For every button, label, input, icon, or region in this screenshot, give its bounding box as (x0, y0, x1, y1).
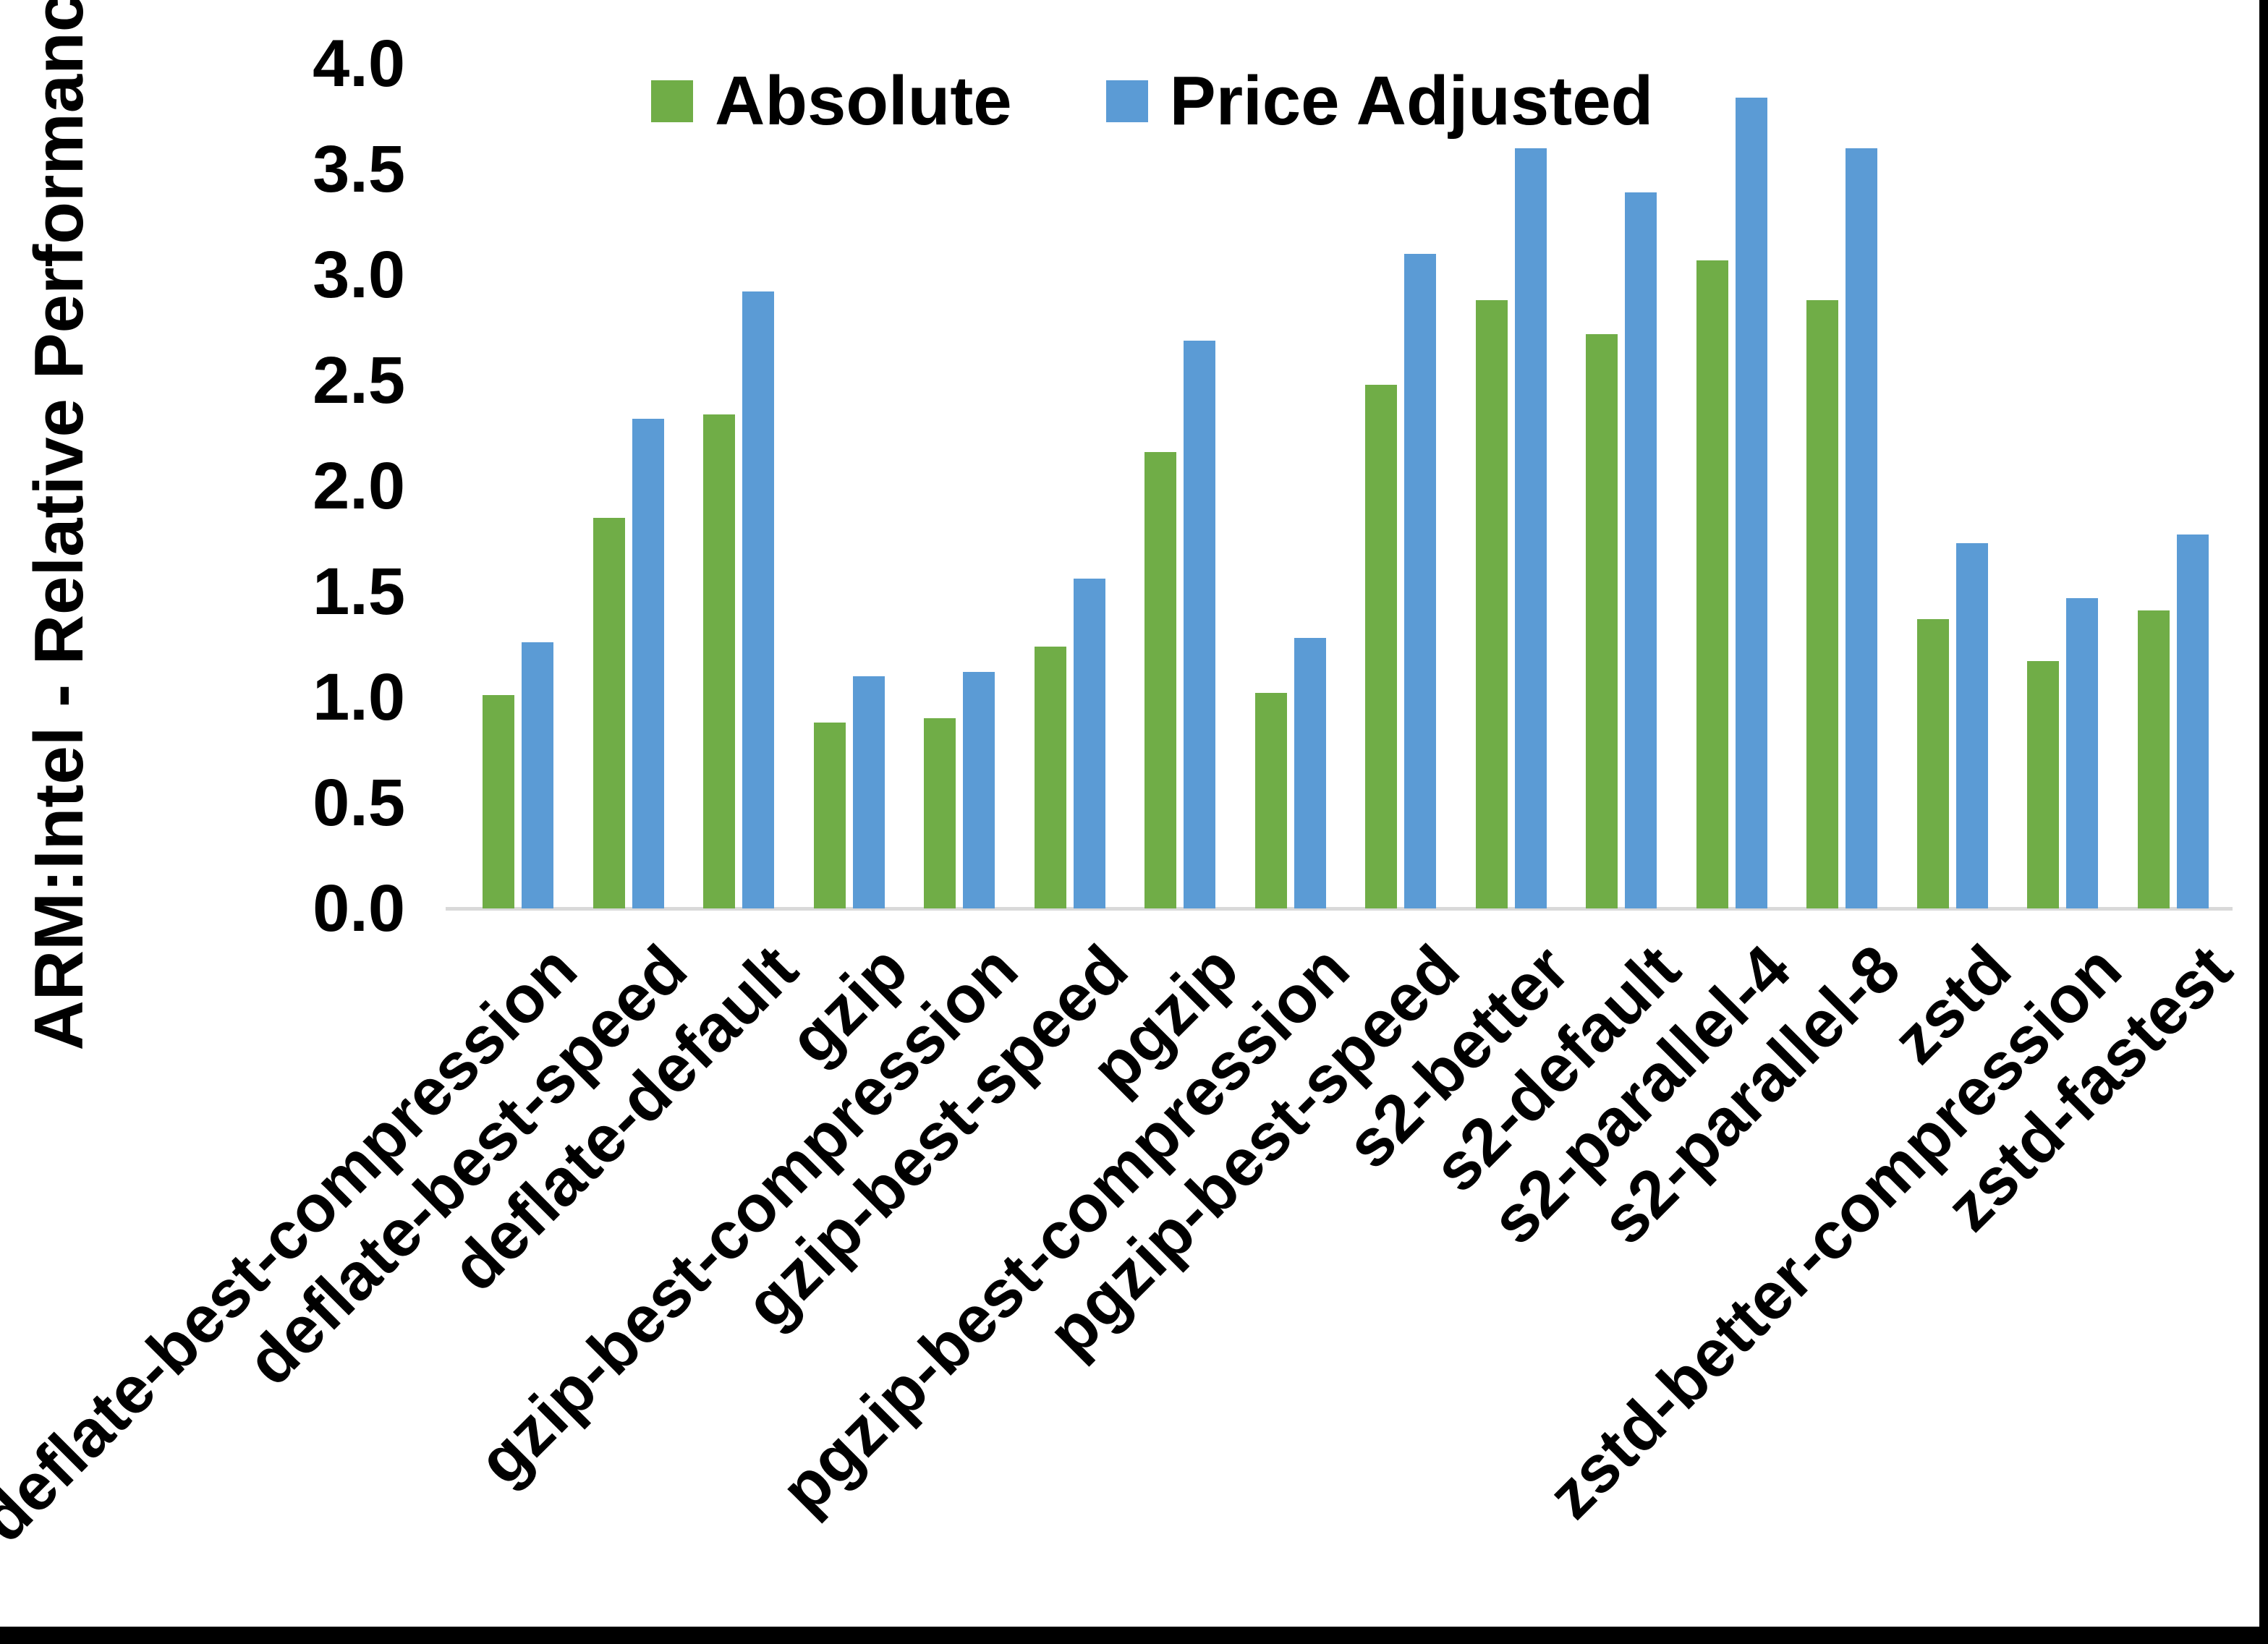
legend-swatch-price-adjusted (1105, 80, 1148, 122)
y-tick-label: 0.5 (313, 766, 405, 840)
legend-swatch-absolute (651, 80, 693, 122)
bar-absolute-s2-parallel-4 (1696, 260, 1728, 908)
y-tick-label: 1.0 (313, 660, 405, 734)
bar-absolute-gzip-best-compression (924, 718, 956, 908)
bar-absolute-zstd-better-compression (2027, 661, 2059, 908)
bar-price-adjusted-pgzip (1184, 341, 1215, 908)
bar-price-adjusted-zstd-fastest (2177, 534, 2209, 908)
bar-price-adjusted-pgzip-best-speed (1404, 254, 1436, 908)
y-axis-title: ARM:Intel - Relative Performance (20, 0, 98, 1051)
bar-absolute-zstd (1917, 619, 1949, 908)
bar-absolute-deflate-default (703, 414, 735, 908)
y-tick-label: 0.0 (313, 872, 405, 945)
bar-price-adjusted-gzip (853, 676, 885, 908)
y-tick-label: 2.0 (313, 449, 405, 523)
legend-item-price-adjusted: Price Adjusted (1105, 62, 1654, 140)
bar-absolute-deflate-best-compression (483, 695, 514, 908)
bar-price-adjusted-gzip-best-compression (963, 672, 995, 908)
bar-price-adjusted-zstd (1956, 543, 1988, 908)
y-tick-label: 2.5 (313, 344, 405, 417)
y-tick-label: 3.0 (313, 238, 405, 312)
legend-label: Absolute (715, 62, 1012, 140)
legend: Absolute Price Adjusted (651, 67, 1653, 136)
bar-price-adjusted-deflate-best-compression (522, 642, 553, 908)
x-axis-line (446, 907, 2233, 911)
bar-absolute-pgzip-best-speed (1365, 385, 1397, 908)
bar-price-adjusted-s2-default (1625, 192, 1657, 908)
y-tick-label: 4.0 (313, 27, 405, 101)
bar-absolute-gzip-best-speed (1035, 647, 1066, 908)
bar-price-adjusted-s2-parallel-8 (1846, 148, 1877, 908)
y-tick-label: 1.5 (313, 555, 405, 629)
bar-absolute-s2-parallel-8 (1806, 300, 1838, 908)
bar-absolute-s2-default (1586, 334, 1618, 908)
bar-absolute-s2-better (1476, 300, 1508, 908)
bar-absolute-deflate-best-speed (593, 518, 625, 908)
right-border (2259, 0, 2268, 1644)
bar-price-adjusted-s2-better (1515, 148, 1547, 908)
bar-absolute-pgzip-best-compression (1255, 693, 1287, 908)
bar-absolute-zstd-fastest (2138, 610, 2170, 908)
legend-item-absolute: Absolute (651, 67, 1012, 136)
legend-label: Price Adjusted (1169, 62, 1654, 140)
bar-price-adjusted-pgzip-best-compression (1294, 638, 1326, 908)
bottom-border (0, 1627, 2268, 1644)
bar-price-adjusted-zstd-better-compression (2066, 598, 2098, 908)
bar-price-adjusted-deflate-default (742, 291, 774, 908)
y-tick-label: 3.5 (313, 132, 405, 206)
bar-price-adjusted-gzip-best-speed (1074, 579, 1105, 908)
bar-absolute-gzip (814, 723, 846, 908)
bar-absolute-pgzip (1144, 452, 1176, 908)
bar-price-adjusted-s2-parallel-4 (1736, 98, 1767, 908)
bar-price-adjusted-deflate-best-speed (632, 419, 664, 908)
